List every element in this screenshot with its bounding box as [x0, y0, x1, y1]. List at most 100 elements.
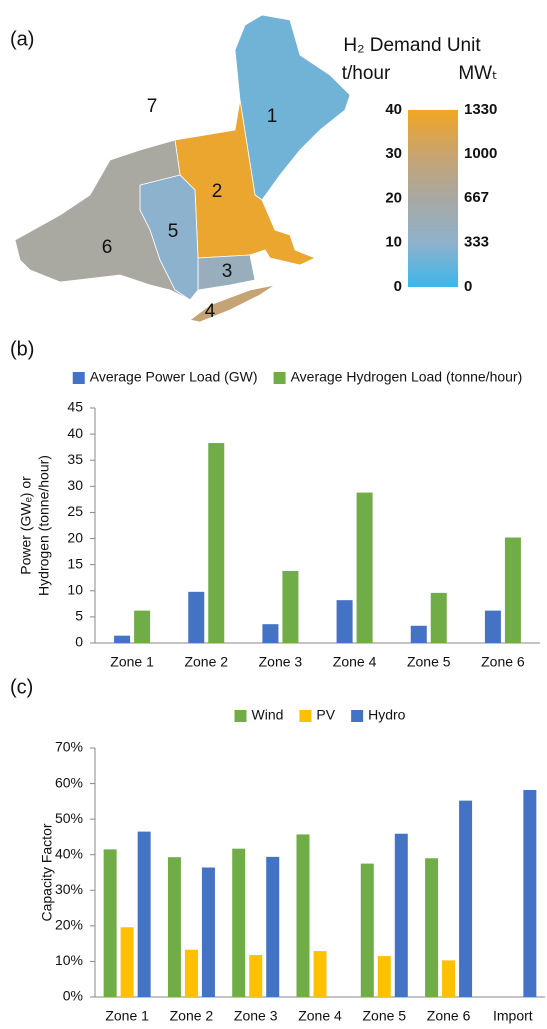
bar [232, 848, 246, 997]
bar [184, 949, 198, 997]
bar [266, 856, 280, 997]
bar [103, 849, 117, 997]
x-tick-label: Zone 6 [427, 1008, 471, 1024]
y-tick-label: 45 [67, 399, 83, 415]
legend: Average Power Load (GW) Average Hydrogen … [72, 369, 523, 385]
bar [114, 635, 131, 643]
bar [377, 956, 391, 997]
y-tick-label: 10% [55, 952, 83, 968]
colorbar-tick-label: 20 [385, 189, 402, 206]
x-tick-label: Zone 5 [407, 654, 451, 670]
colorbar-title: H₂ Demand Unit [343, 35, 481, 56]
x-tick-label: Zone 4 [333, 654, 377, 670]
legend-label: Hydro [368, 707, 406, 723]
panel-label: (b) [10, 338, 34, 360]
bar [459, 800, 473, 997]
bar [201, 867, 215, 997]
x-tick-label: Zone 3 [234, 1008, 278, 1024]
y-tick-label: 35 [67, 451, 83, 467]
y-tick-label: 50% [55, 810, 83, 826]
bar [249, 955, 263, 997]
y-axis-label: Power (GWₑ) or [18, 476, 34, 575]
y-tick-label: 15 [67, 555, 83, 571]
bar [425, 858, 439, 997]
bar [336, 600, 353, 643]
y-tick-label: 30 [67, 477, 83, 493]
legend-swatch [273, 372, 286, 384]
x-tick-label: Zone 5 [362, 1008, 406, 1024]
bar [523, 789, 537, 997]
y-tick-label: 0 [75, 634, 83, 650]
colorbar-tick-label: 30 [385, 145, 402, 162]
legend-label: Average Hydrogen Load (tonne/hour) [291, 369, 523, 385]
bar [484, 610, 501, 643]
bar [282, 570, 299, 643]
region-label: 6 [102, 237, 113, 258]
bar [430, 592, 447, 643]
y-tick-label: 5 [75, 608, 83, 624]
panel-label: (c) [10, 676, 33, 698]
region-label: 5 [168, 221, 179, 242]
x-tick-label: Zone 2 [184, 654, 228, 670]
bar [394, 833, 408, 997]
colorbar-tick-label: 1330 [464, 101, 497, 118]
colorbar-tick-label: 333 [464, 234, 489, 251]
x-tick-label: Zone 2 [170, 1008, 214, 1024]
y-axis-label: Capacity Factor [39, 823, 55, 921]
x-tick-label: Zone 6 [481, 654, 525, 670]
y-tick-label: 60% [55, 774, 83, 790]
bar [360, 863, 374, 997]
colorbar [408, 110, 458, 287]
y-axis-label: Hydrogen (tonne/hour) [36, 455, 52, 596]
legend-swatch [299, 710, 312, 722]
x-tick-label: Zone 3 [259, 654, 303, 670]
legend-swatch [72, 372, 85, 384]
colorbar-tick-label: 1000 [464, 145, 497, 162]
bar [137, 831, 151, 997]
bar [410, 625, 427, 643]
bar [208, 442, 225, 643]
y-tick-label: 25 [67, 503, 83, 519]
x-tick-label: Zone 1 [110, 654, 154, 670]
y-tick-label: 30% [55, 881, 83, 897]
x-tick-label: Zone 4 [298, 1008, 342, 1024]
region-label: 2 [212, 181, 223, 202]
legend-label: PV [316, 707, 335, 723]
bar [120, 927, 134, 997]
y-tick-label: 20% [55, 917, 83, 933]
legend-swatch [234, 710, 247, 722]
y-tick-label: 40% [55, 845, 83, 861]
colorbar-tick-label: 667 [464, 189, 489, 206]
bar [313, 951, 327, 997]
x-tick-label: Import [493, 1008, 533, 1024]
bar [296, 834, 310, 997]
legend-label: Average Power Load (GW) [90, 369, 258, 385]
y-tick-label: 0% [63, 988, 83, 1004]
colorbar-unit: MWₜ [458, 63, 497, 84]
colorbar-tick-label: 10 [385, 234, 402, 251]
map [14, 14, 351, 323]
region [234, 14, 351, 201]
region-label: 4 [205, 301, 216, 322]
region [189, 284, 276, 323]
bar [262, 624, 279, 643]
legend-swatch [351, 710, 364, 722]
bar [167, 857, 181, 997]
y-tick-label: 40 [67, 425, 83, 441]
colorbar-tick-label: 0 [464, 278, 472, 295]
bar [188, 591, 205, 643]
region-label: 7 [147, 96, 158, 117]
region-label: 3 [222, 261, 233, 282]
x-tick-label: Zone 1 [105, 1008, 149, 1024]
colorbar-unit: t/hour [342, 63, 391, 84]
panel-label: (a) [10, 28, 34, 50]
legend-label: Wind [252, 707, 284, 723]
colorbar-tick-label: 40 [385, 101, 402, 118]
bar [504, 537, 521, 643]
colorbar-tick-label: 0 [394, 278, 402, 295]
bar [442, 960, 456, 997]
bar [356, 492, 373, 643]
bar [134, 610, 151, 643]
